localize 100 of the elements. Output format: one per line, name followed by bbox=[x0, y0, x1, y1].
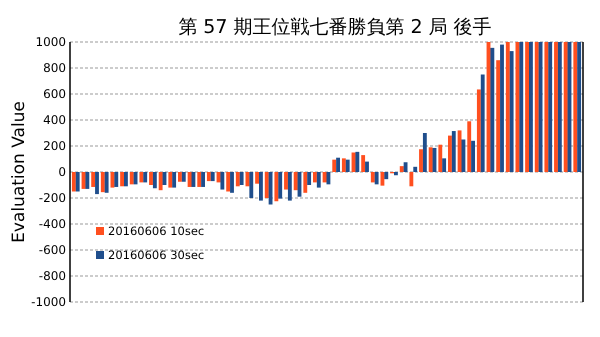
bar bbox=[322, 172, 326, 182]
bar bbox=[432, 148, 436, 172]
legend-label: 20160606 30sec bbox=[108, 248, 204, 262]
bar bbox=[538, 42, 542, 172]
y-tick-label: -200 bbox=[38, 191, 66, 205]
y-tick-label: 1000 bbox=[35, 35, 66, 49]
bar bbox=[152, 172, 157, 188]
bar bbox=[220, 172, 224, 190]
bar bbox=[404, 162, 408, 172]
bar bbox=[230, 172, 234, 193]
y-tick-label: -1000 bbox=[31, 295, 66, 309]
bar bbox=[268, 172, 272, 204]
bar bbox=[352, 152, 356, 172]
bar bbox=[458, 130, 462, 172]
bar bbox=[162, 172, 166, 185]
y-tick-label: 800 bbox=[43, 61, 66, 75]
bar bbox=[95, 172, 99, 194]
bar bbox=[506, 42, 510, 172]
bar bbox=[82, 172, 86, 189]
bar bbox=[100, 172, 105, 192]
y-tick-label: 400 bbox=[43, 113, 66, 127]
bar bbox=[76, 172, 80, 192]
bar bbox=[114, 172, 118, 187]
bar bbox=[452, 131, 456, 172]
bar bbox=[554, 42, 558, 172]
bar bbox=[534, 42, 539, 172]
bar bbox=[182, 172, 186, 182]
bar bbox=[564, 42, 568, 172]
y-tick-label: -400 bbox=[38, 217, 66, 231]
bar bbox=[201, 172, 205, 187]
bar bbox=[573, 42, 578, 172]
bar bbox=[168, 172, 172, 188]
bar bbox=[400, 166, 404, 172]
bar bbox=[519, 42, 524, 172]
bar bbox=[355, 152, 360, 172]
bar bbox=[259, 172, 263, 201]
bar bbox=[298, 172, 302, 197]
bar bbox=[326, 172, 330, 184]
bar bbox=[130, 172, 134, 184]
bar bbox=[197, 172, 202, 187]
bar bbox=[316, 172, 321, 188]
bar bbox=[255, 172, 259, 184]
bar bbox=[226, 172, 230, 192]
bar bbox=[303, 172, 308, 193]
y-axis-title: Evaluation Value bbox=[9, 101, 29, 243]
bar bbox=[249, 172, 254, 198]
bar bbox=[158, 172, 163, 190]
bar bbox=[274, 172, 278, 202]
bar bbox=[448, 136, 452, 172]
bar bbox=[85, 172, 90, 189]
bar bbox=[568, 42, 572, 172]
bar bbox=[91, 172, 96, 187]
bar bbox=[370, 172, 375, 182]
bar bbox=[246, 172, 250, 186]
bar bbox=[394, 172, 398, 176]
bar bbox=[124, 172, 128, 186]
bar bbox=[288, 172, 292, 201]
bar bbox=[428, 147, 433, 172]
bar bbox=[480, 74, 485, 172]
bar bbox=[496, 60, 500, 172]
bar bbox=[471, 140, 475, 172]
bar bbox=[476, 89, 481, 172]
bar bbox=[313, 172, 317, 182]
bar bbox=[264, 172, 269, 198]
bar bbox=[172, 172, 176, 188]
bar bbox=[188, 172, 192, 187]
bar bbox=[346, 160, 350, 172]
bar bbox=[525, 42, 529, 172]
bar bbox=[110, 172, 114, 188]
legend-label: 20160606 10sec bbox=[108, 224, 204, 238]
bar bbox=[307, 172, 312, 185]
bar bbox=[365, 162, 369, 172]
bar bbox=[332, 160, 336, 172]
bar bbox=[486, 42, 490, 172]
bar bbox=[206, 172, 211, 182]
bar bbox=[134, 172, 138, 184]
bar bbox=[467, 121, 472, 172]
bar bbox=[120, 172, 124, 186]
bar bbox=[438, 144, 442, 172]
bar bbox=[216, 172, 220, 182]
bar bbox=[462, 140, 466, 172]
bar bbox=[361, 155, 366, 172]
bar bbox=[419, 149, 423, 172]
chart-title: 第 57 期王位戦七番勝負第 2 局 後手 bbox=[178, 16, 492, 38]
bar bbox=[442, 158, 446, 172]
bar bbox=[342, 158, 346, 172]
bar bbox=[500, 44, 504, 172]
y-tick-label: -800 bbox=[38, 269, 66, 283]
bar bbox=[284, 172, 288, 190]
bar bbox=[294, 172, 298, 190]
bar bbox=[178, 172, 182, 182]
bar bbox=[143, 172, 148, 182]
bar bbox=[149, 172, 153, 185]
y-tick-label: 200 bbox=[43, 139, 66, 153]
bar bbox=[409, 172, 414, 186]
bar bbox=[72, 172, 76, 192]
bar bbox=[192, 172, 196, 187]
bar bbox=[278, 172, 282, 199]
y-tick-label: 600 bbox=[43, 87, 66, 101]
bar bbox=[104, 172, 109, 193]
